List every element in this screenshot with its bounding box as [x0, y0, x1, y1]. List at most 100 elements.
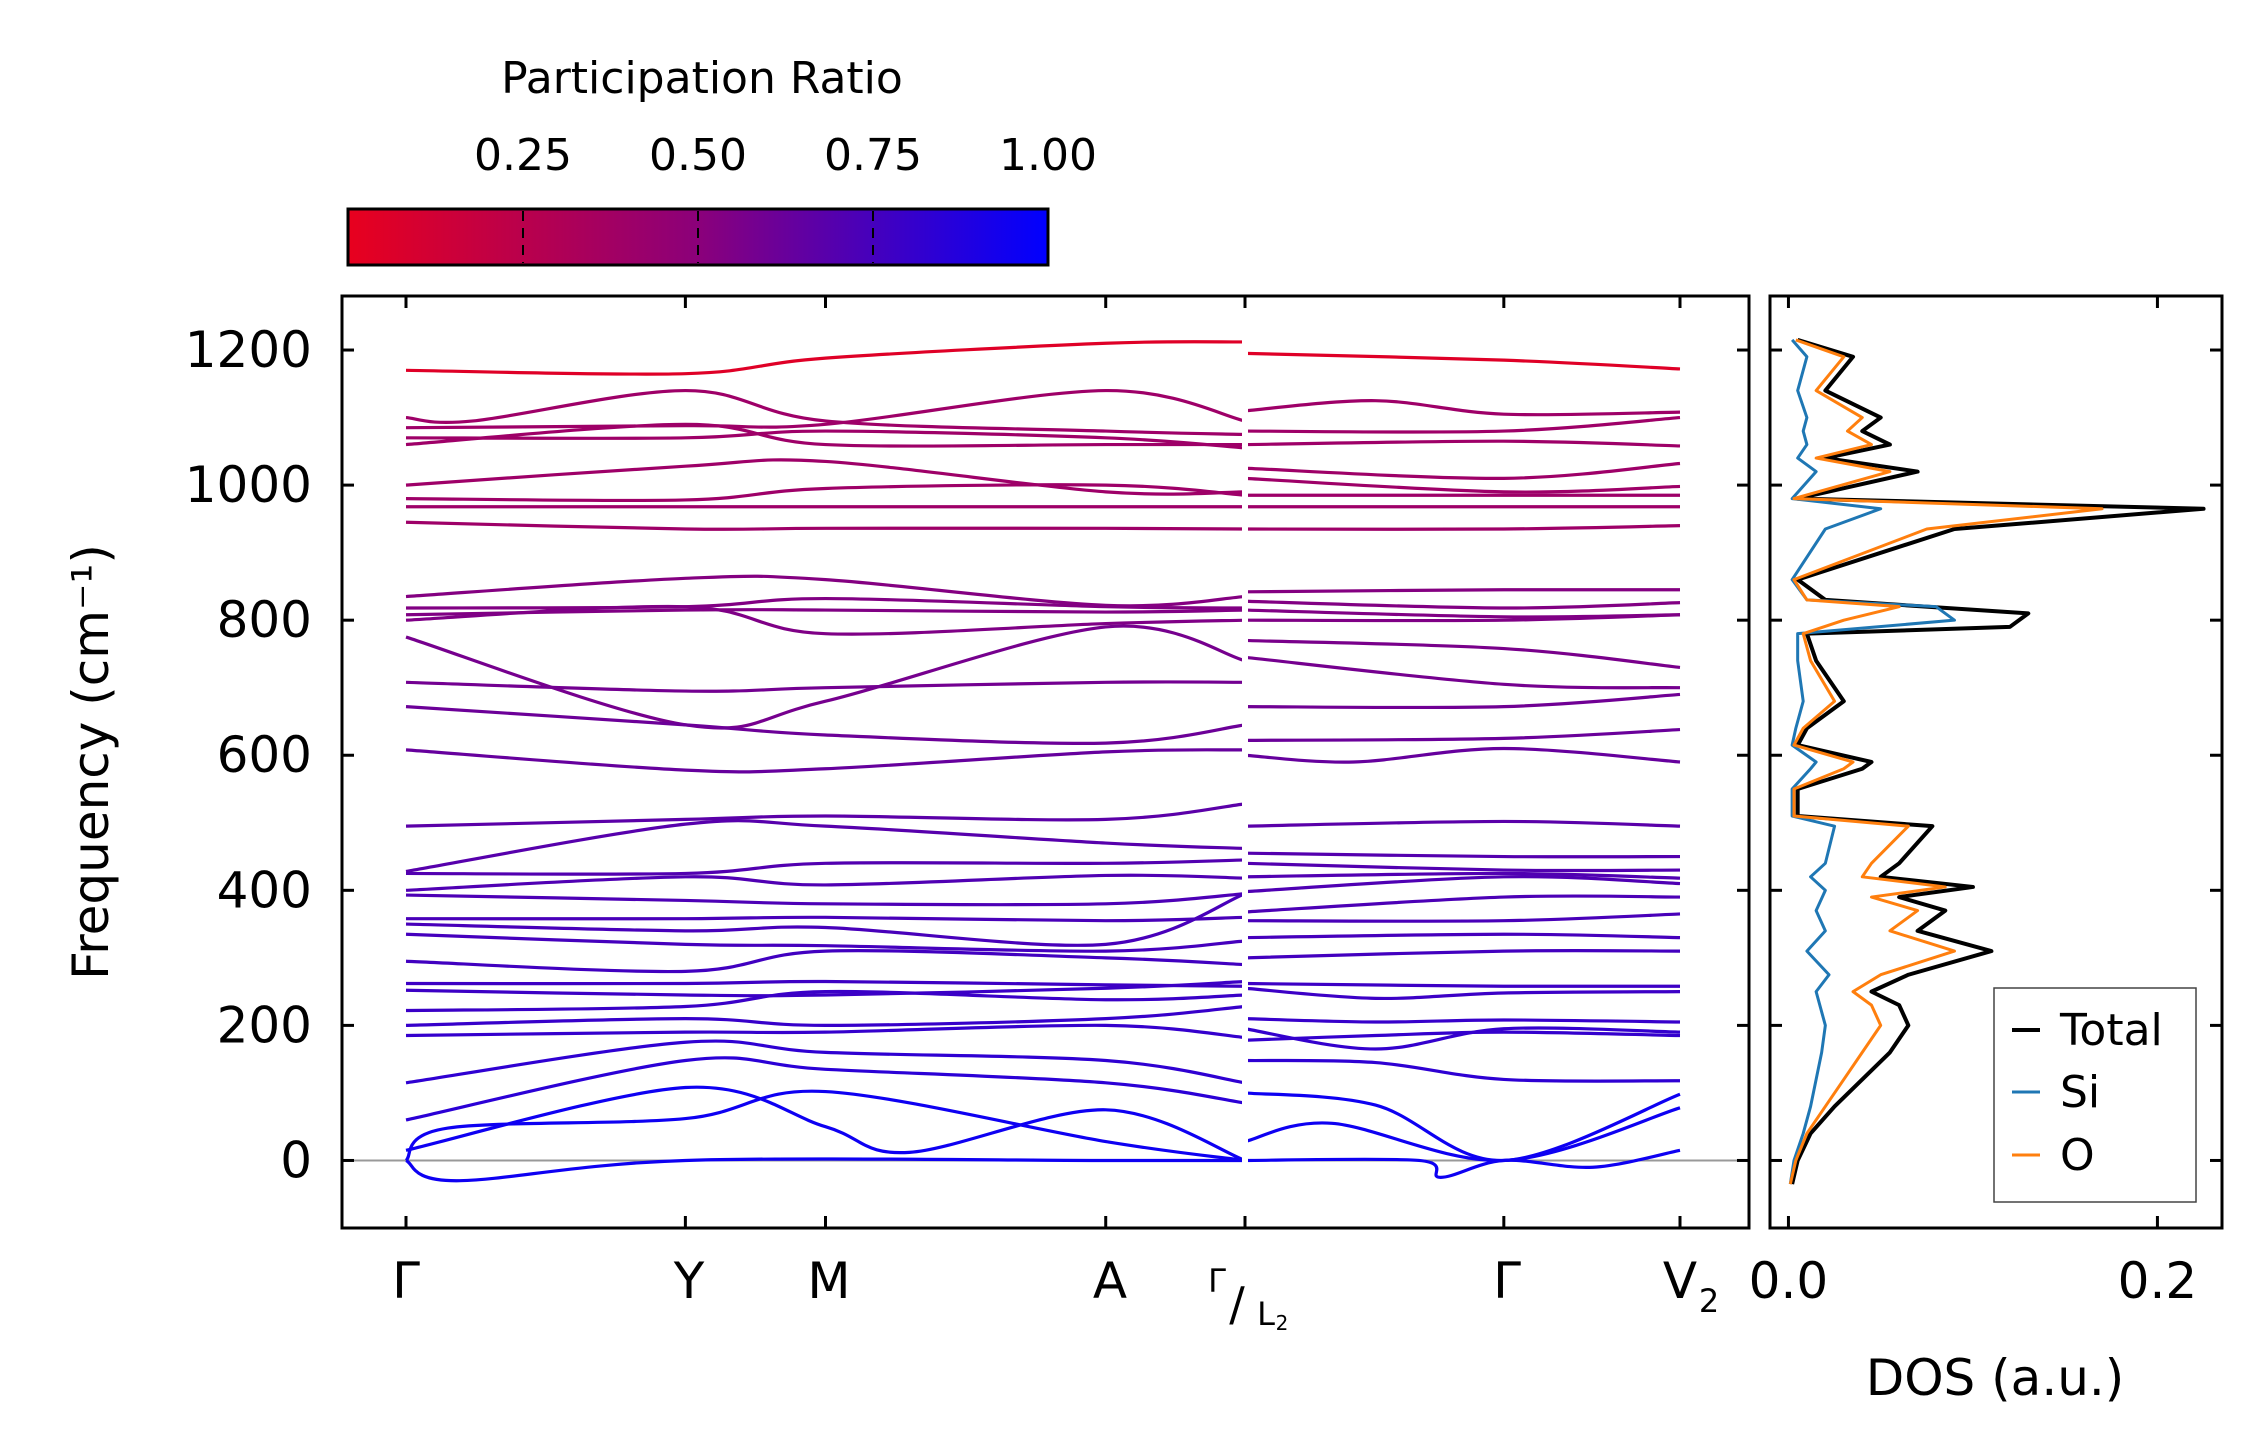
band-line [405, 483, 1246, 503]
legend-frame [1993, 987, 2197, 1203]
colorbar-tick-label: 0.25 [474, 130, 572, 181]
band-y-tick-label: 600 [217, 726, 312, 784]
band-line [405, 979, 1246, 988]
band-line [405, 949, 1246, 974]
band-line [405, 819, 1246, 873]
band-line [1244, 1091, 1681, 1163]
band-line [405, 624, 1246, 730]
band-line [405, 858, 1246, 876]
dos-series-total [1790, 337, 2206, 1185]
band-line [405, 892, 1246, 947]
band-line [405, 802, 1246, 828]
band-line [405, 574, 1246, 608]
band-line [1244, 871, 1681, 880]
band-line [1244, 851, 1681, 859]
band-line [1244, 1030, 1681, 1042]
band-y-tick-label: 1000 [185, 456, 312, 514]
dos-axes-frame [1768, 294, 2224, 1230]
band-line [1244, 476, 1681, 494]
tick-label-l2-subscript: 2 [1276, 1311, 1289, 1335]
band-y-tick-label: 0 [280, 1131, 312, 1189]
dos-axis: 0.0 0.2 [1749, 296, 2222, 1310]
legend-label-total: Total [2059, 1005, 2163, 1056]
tick-label-l2: L [1257, 1295, 1275, 1333]
dos-panel: 0.0 0.2 DOS (a.u.) Total Si O [1749, 294, 2224, 1407]
band-line [405, 429, 1246, 450]
band-line [1244, 439, 1681, 448]
band-line [405, 892, 1246, 907]
band-line [1244, 986, 1681, 1001]
band-line [405, 608, 1246, 617]
band-line [405, 388, 1246, 437]
tick-label-gamma: Γ [392, 1252, 420, 1310]
dos-x-tick-label: 0.0 [1749, 1252, 1829, 1310]
band-line [405, 422, 1245, 448]
bands [404, 340, 1681, 1183]
band-line [1244, 875, 1681, 894]
dos-legend: Total Si O [1993, 987, 2197, 1203]
band-line [1244, 861, 1681, 873]
colorbar-title: Participation Ratio [501, 53, 903, 104]
band-y-axis-label: Frequency (cm⁻¹) [62, 544, 120, 980]
tick-label-gamma-2: Γ [1493, 1252, 1521, 1310]
band-line [1244, 638, 1681, 670]
band-y-tick-label: 200 [217, 996, 312, 1054]
tick-label-y: Y [673, 1252, 705, 1310]
band-line [405, 520, 1246, 531]
dos-series-si [1788, 338, 1956, 1185]
band-line [1244, 655, 1681, 690]
band-line [1244, 588, 1681, 594]
band-line [405, 1039, 1246, 1085]
band-line [405, 340, 1246, 376]
band-line [405, 705, 1246, 745]
tick-label-a: A [1093, 1252, 1127, 1310]
band-line [1244, 912, 1681, 923]
band-line [1244, 692, 1681, 710]
band-line [405, 1023, 1246, 1040]
band-line [1244, 399, 1681, 417]
band-structure-panel: 0 200 400 600 800 1000 1200 Γ Y M A Γ / L 2 Γ … [62, 294, 1751, 1335]
band-axes-frame [340, 294, 1751, 1230]
legend-label-si: Si [2060, 1067, 2100, 1118]
band-line [405, 680, 1246, 693]
band-line [405, 1004, 1246, 1027]
colorbar-tick-label: 0.50 [649, 130, 747, 181]
band-x-axis: Γ Y M A Γ / L 2 Γ V 2 [392, 296, 1719, 1335]
band-line [1244, 613, 1681, 623]
band-line [1244, 981, 1681, 989]
band-line [1244, 524, 1681, 531]
tick-label-v2: V [1663, 1252, 1697, 1310]
dos-series-o [1788, 338, 2104, 1185]
band-line [1244, 746, 1681, 764]
band-line [1244, 932, 1681, 940]
band-line [405, 1157, 1245, 1183]
colorbar-tick-label: 1.00 [999, 130, 1097, 181]
band-line [1244, 819, 1681, 828]
tick-label-gamma-small: Γ [1208, 1262, 1226, 1300]
band-line [1244, 351, 1681, 371]
band-line [405, 1085, 1246, 1162]
band-line [405, 748, 1246, 774]
band-line [405, 932, 1246, 953]
band-line [405, 989, 1246, 1013]
tick-label-slash: / [1229, 1277, 1245, 1331]
band-line [1244, 461, 1681, 480]
band-line [405, 604, 1246, 636]
colorbar-tick-labels: 0.25 0.50 0.75 1.00 [474, 130, 1097, 181]
band-line [1244, 1106, 1681, 1163]
tick-label-v2-subscript: 2 [1699, 1282, 1719, 1320]
band-line [1244, 727, 1681, 742]
dos-x-axis-label: DOS (a.u.) [1866, 1349, 2125, 1407]
colorbar-tick-label: 0.75 [824, 130, 922, 181]
band-line [405, 873, 1246, 892]
band-line [1244, 949, 1681, 960]
band-line [405, 915, 1246, 923]
band-line [1244, 1017, 1681, 1024]
band-line [405, 388, 1246, 430]
band-line [1244, 599, 1681, 610]
band-line [405, 979, 1246, 998]
band-y-axis: 0 200 400 600 800 1000 1200 [185, 321, 1749, 1189]
colorbar-ticks [522, 211, 1049, 263]
band-line [1244, 415, 1681, 434]
